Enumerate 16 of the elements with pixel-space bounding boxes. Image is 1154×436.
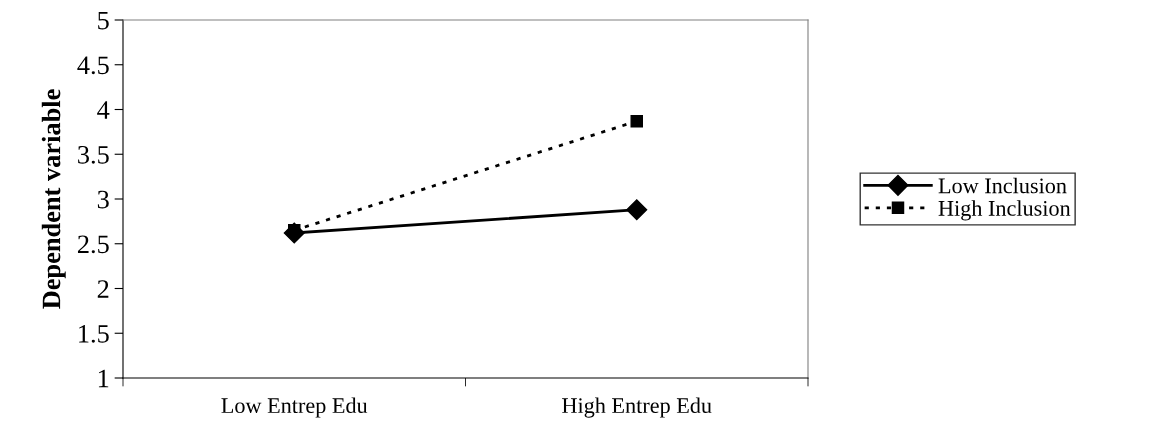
y-tick-label: 5 xyxy=(98,11,109,30)
y-tick-label: 1 xyxy=(98,369,109,388)
y-tick-label: 4.5 xyxy=(77,56,109,75)
y-tick-label: 1.5 xyxy=(79,324,109,343)
x-tick-label: High Entrep Edu xyxy=(562,397,712,418)
y-tick-label: 3.5 xyxy=(78,145,109,164)
legend-label: Low Inclusion xyxy=(938,177,1067,194)
x-tick-label: Low Entrep Edu xyxy=(221,397,368,418)
y-tick-label: 2 xyxy=(97,280,109,298)
y-tick-label: 3 xyxy=(97,190,109,209)
point xyxy=(630,114,644,128)
y-axis-title: Dependent variable xyxy=(41,89,66,309)
point xyxy=(626,199,648,221)
y-tick-label: 2.5 xyxy=(77,235,109,254)
y-tick-label: 4 xyxy=(97,101,110,119)
legend-label: High Inclusion xyxy=(938,200,1071,221)
